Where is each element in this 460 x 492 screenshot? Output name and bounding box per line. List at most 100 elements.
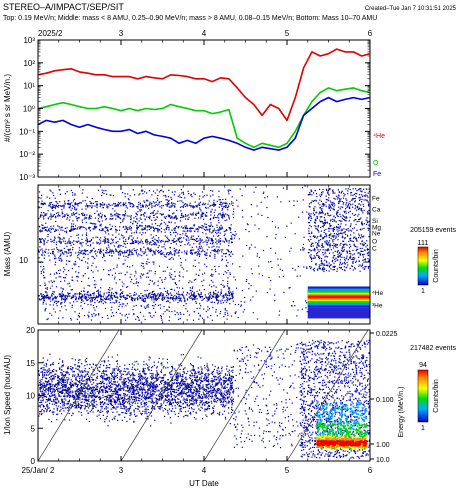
mass-event-point <box>141 262 143 264</box>
mass-event-point <box>114 272 116 274</box>
mass-event-point <box>88 226 90 228</box>
mass-event-point <box>318 267 320 270</box>
mass-event-point <box>205 311 207 313</box>
mass-event-point <box>186 292 189 294</box>
speed-event-point <box>65 385 67 387</box>
mass-event-point <box>267 216 269 219</box>
mass-event-point <box>195 252 197 254</box>
mass-event-point <box>358 265 360 267</box>
mass-event-point <box>83 253 85 255</box>
mass-event-point <box>147 272 149 274</box>
mass-event-point <box>39 241 41 244</box>
speed-event-point <box>223 392 225 394</box>
mass-event-point <box>318 239 320 241</box>
mass-event-point <box>361 221 363 223</box>
mass-event-point <box>166 236 168 238</box>
mass-event-point <box>45 284 47 286</box>
mass-event-point <box>323 204 325 206</box>
mass-event-point <box>43 215 45 217</box>
mass-event-point <box>211 297 213 299</box>
mass-event-point <box>47 296 50 298</box>
speed-event-point <box>70 392 72 394</box>
mass-event-point <box>180 294 182 296</box>
mass-event-point <box>368 212 370 214</box>
mass-event-point <box>77 297 80 299</box>
mass-event-point <box>86 299 88 301</box>
mass-event-point <box>206 215 208 217</box>
mass-event-point <box>133 314 135 316</box>
speed-event-point <box>142 367 144 369</box>
mass-event-point <box>324 222 326 224</box>
mass-event-point <box>346 266 348 268</box>
mass-event-point <box>196 241 198 243</box>
mass-event-point <box>137 211 139 213</box>
mass-event-point <box>332 220 334 223</box>
mass-event-point <box>50 238 52 240</box>
mass-event-point <box>207 229 209 231</box>
mass-event-point <box>140 239 142 241</box>
mass-event-point <box>310 215 312 217</box>
mass-event-point <box>316 211 318 213</box>
mass-event-point <box>114 296 116 298</box>
mass-event-point <box>191 299 193 301</box>
mass-event-point <box>146 216 148 218</box>
mass-event-point <box>211 240 213 242</box>
mass-event-point <box>366 217 368 219</box>
speed-event-point <box>59 388 61 390</box>
mass-event-point <box>313 267 315 269</box>
speed-event-point <box>64 398 66 400</box>
mass-event-point <box>69 204 71 206</box>
mass-event-point <box>87 266 89 268</box>
mass-event-point <box>330 238 332 240</box>
mass-event-point <box>202 196 204 198</box>
mass-event-point <box>350 245 352 247</box>
mass-event-point <box>183 193 185 195</box>
mass-event-point <box>54 295 56 298</box>
mass-event-point <box>98 301 100 303</box>
mass-event-point <box>126 229 128 231</box>
mass-event-point <box>146 241 148 243</box>
mass-event-point <box>292 267 294 269</box>
mass-event-point <box>367 227 369 229</box>
mass-event-point <box>55 205 58 207</box>
mass-event-point <box>96 243 98 245</box>
mass-event-point <box>327 214 329 216</box>
mass-event-point <box>332 259 334 262</box>
mass-event-point <box>199 208 201 210</box>
mass-event-point <box>368 224 370 226</box>
mass-event-point <box>312 242 314 244</box>
mass-event-point <box>201 212 203 214</box>
x-tick-label: 6 <box>368 29 373 38</box>
mass-event-point <box>197 211 200 213</box>
mass-event-point <box>302 249 304 251</box>
mass-event-point <box>95 250 97 252</box>
mass-event-point <box>74 264 76 266</box>
mass-event-point <box>110 295 113 297</box>
mass-event-point <box>137 205 139 208</box>
mass-event-point <box>44 284 46 286</box>
mass-event-point <box>228 189 230 191</box>
mass-event-point <box>325 222 327 224</box>
mass-event-point <box>86 250 88 252</box>
mass-event-point <box>319 188 321 190</box>
mass-event-point <box>314 225 316 227</box>
mass-event-point <box>359 253 361 255</box>
mass-event-point <box>162 313 164 315</box>
mass-event-point <box>111 225 113 227</box>
mass-event-point <box>165 196 167 198</box>
mass-event-point <box>76 280 78 282</box>
mass-event-point <box>352 257 354 259</box>
mass-event-point <box>310 202 312 204</box>
mass-event-point <box>336 250 339 252</box>
mass-event-point <box>149 203 151 205</box>
mass-event-point <box>116 293 118 295</box>
mass-event-point <box>164 235 166 237</box>
mass-event-point <box>71 228 73 230</box>
mass-event-point <box>119 245 121 247</box>
mass-event-point <box>308 212 310 214</box>
speed-event-point <box>167 382 170 384</box>
mass-event-point <box>339 264 341 266</box>
mass-event-point <box>169 298 171 300</box>
mass-event-point <box>178 237 180 239</box>
mass-event-point <box>332 189 334 191</box>
